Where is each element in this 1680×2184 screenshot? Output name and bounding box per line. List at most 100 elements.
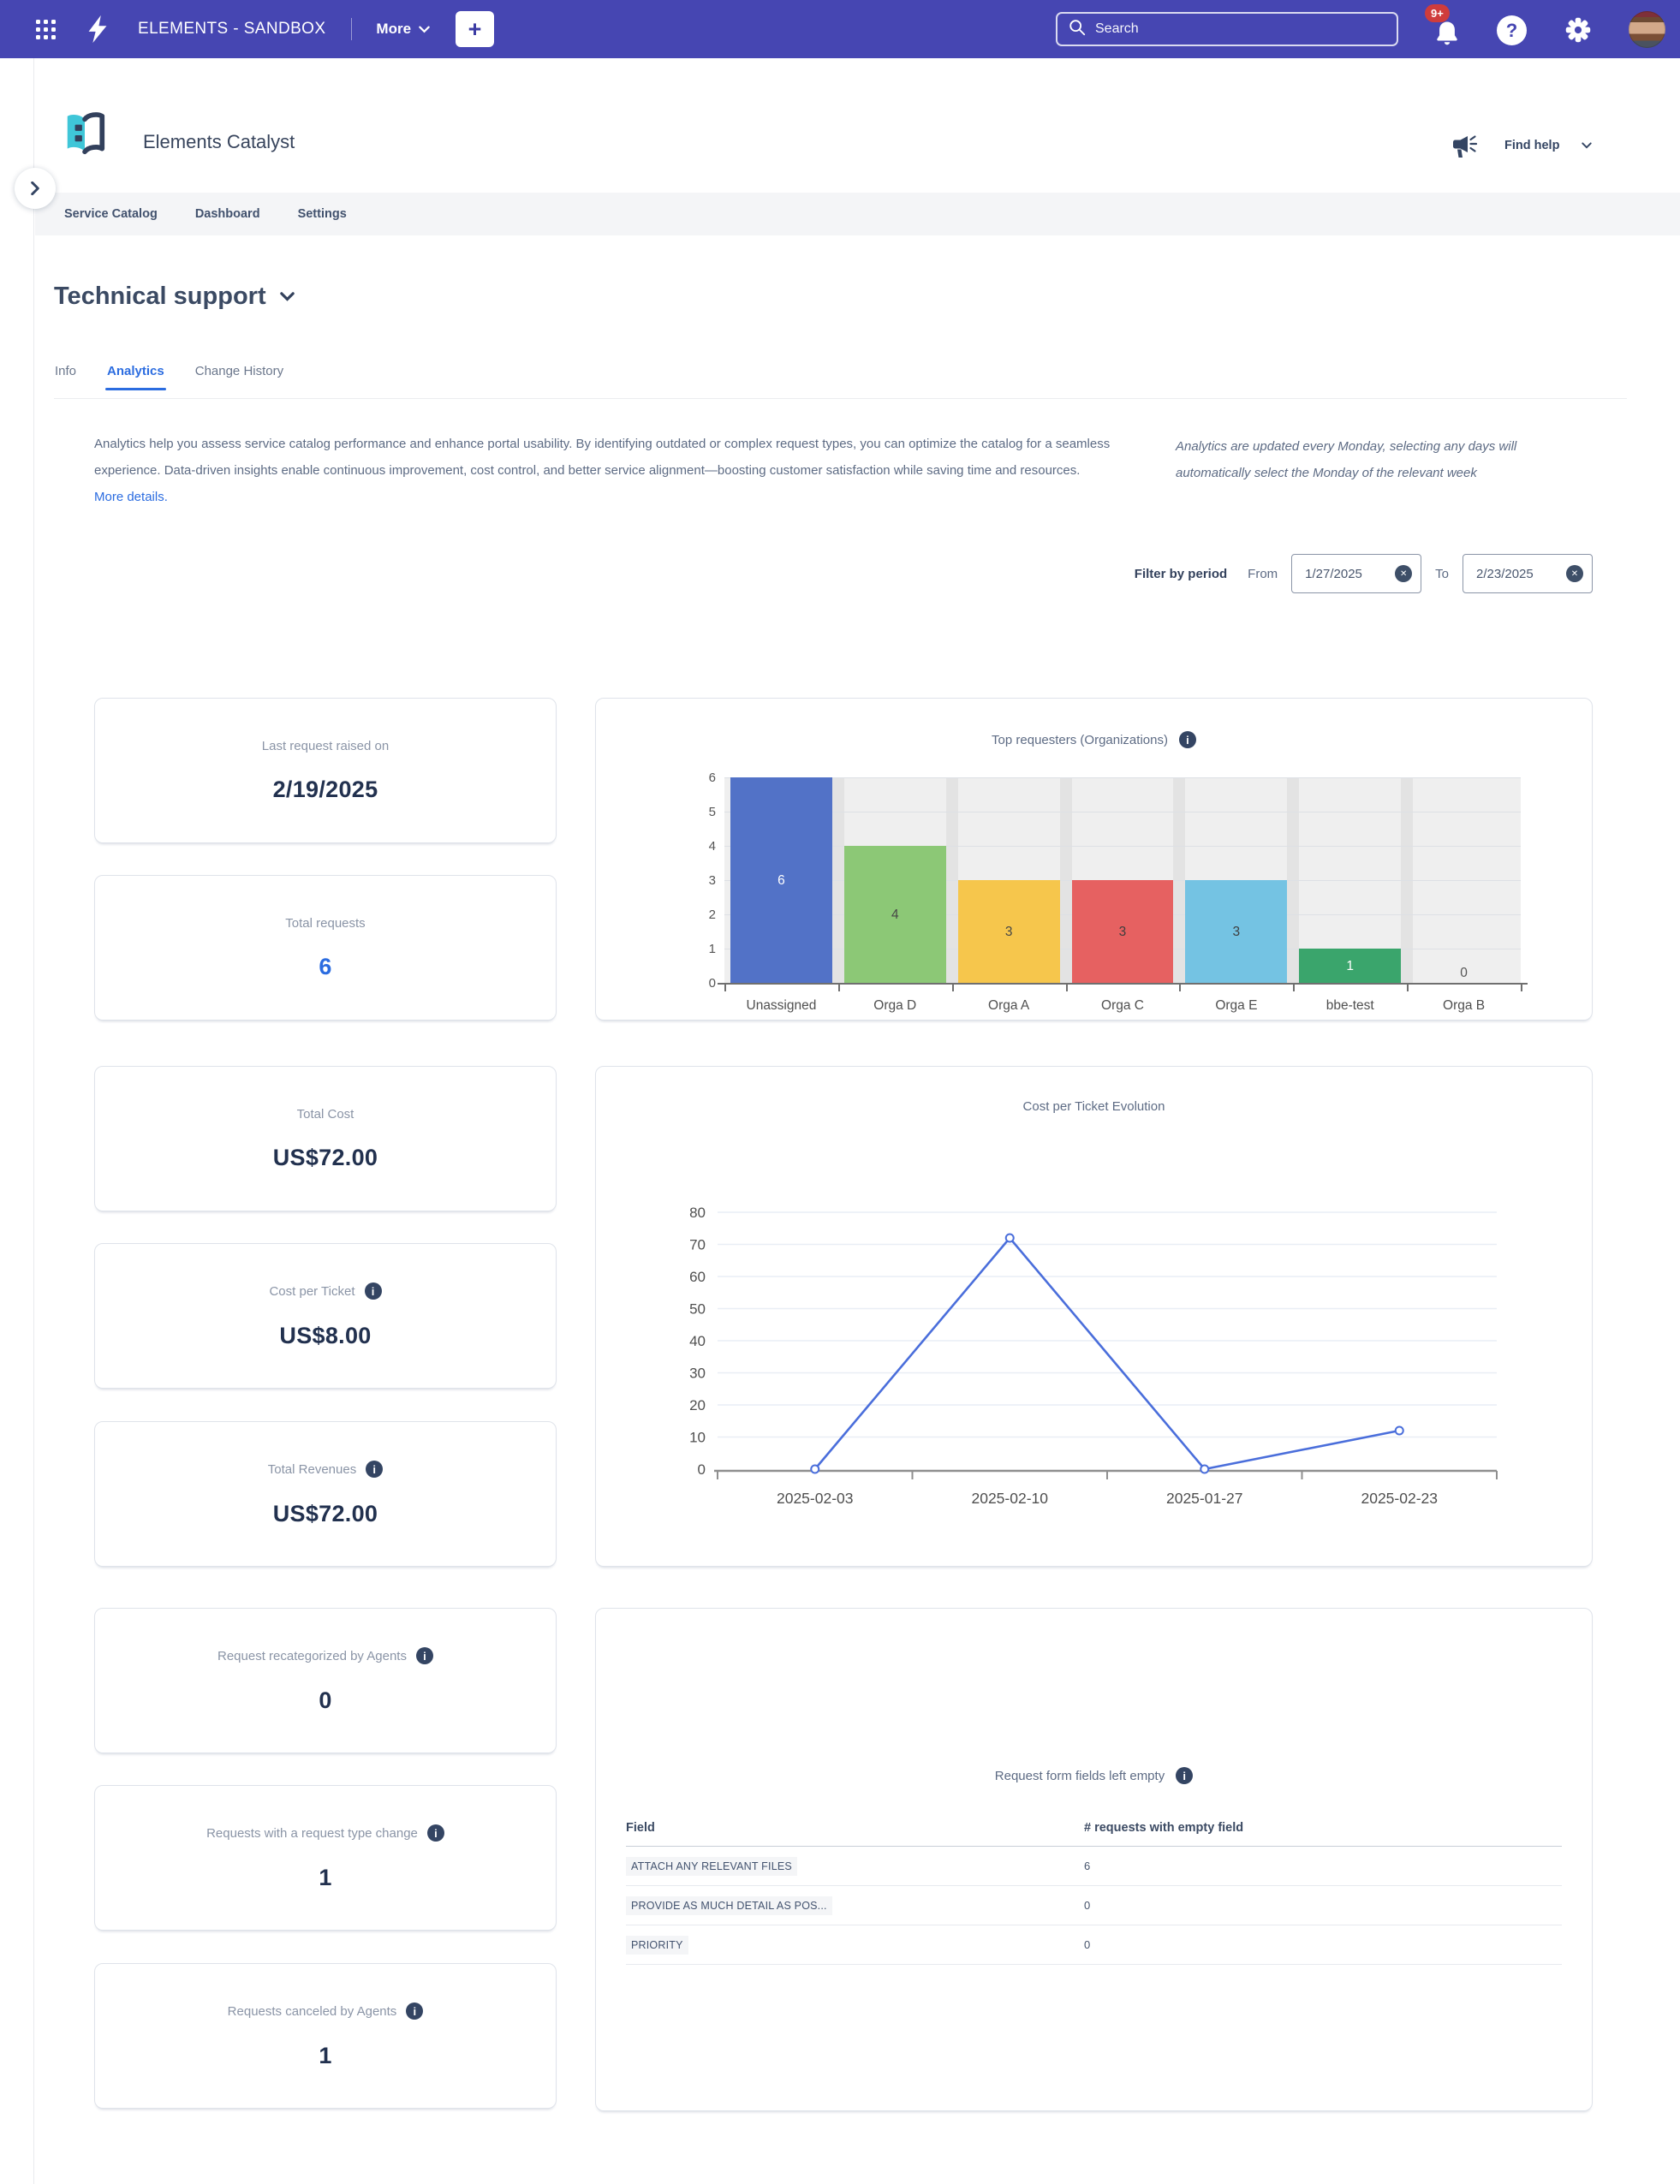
- nav-item-dashboard[interactable]: Dashboard: [194, 207, 260, 221]
- info-icon[interactable]: i: [366, 1461, 384, 1478]
- kpi-label: Requests with a request type change i: [206, 1824, 444, 1842]
- bar-chart-plot: 6 4 3 3 3 1 0: [724, 777, 1521, 983]
- column-header-count: # requests with empty field: [1084, 1821, 1244, 1835]
- tab-change-history[interactable]: Change History: [194, 364, 284, 378]
- nav-item-service-catalog[interactable]: Service Catalog: [64, 207, 158, 221]
- x-tick-label: Orga C: [1101, 998, 1144, 1013]
- kpi-value: US$72.00: [272, 1144, 378, 1170]
- tabs-divider: [54, 398, 1627, 399]
- empty-fields-table: Field # requests with empty field ATTACH…: [626, 1821, 1562, 1965]
- more-menu[interactable]: More: [376, 21, 430, 38]
- find-help-dropdown[interactable]: Find help: [1504, 139, 1593, 152]
- line-chart: 0 10 20 30 40 50 60 70 80 2025-02-03 2025-02-10 202…: [689, 1205, 1498, 1507]
- info-icon[interactable]: i: [1176, 1767, 1194, 1784]
- empty-field-count: 6: [1084, 1860, 1091, 1872]
- y-tick-label: 5: [708, 805, 716, 819]
- bar-bbe-test: [1299, 949, 1402, 983]
- to-label: To: [1435, 566, 1449, 581]
- product-title: Elements Catalyst: [143, 131, 295, 152]
- page-title-dropdown[interactable]: Technical support: [54, 283, 295, 311]
- table-row: ATTACH ANY RELEVANT FILES 6: [626, 1847, 1562, 1886]
- info-icon[interactable]: i: [426, 1824, 444, 1842]
- x-tick-label: Orga E: [1215, 998, 1258, 1013]
- chevron-down-icon: [279, 292, 295, 301]
- chevron-down-icon: [1582, 142, 1593, 149]
- svg-text:0: 0: [698, 1461, 706, 1478]
- svg-text:40: 40: [689, 1333, 706, 1349]
- bar-value-label: 0: [1460, 966, 1468, 980]
- bar-value-label: 6: [777, 873, 785, 888]
- kpi-value: US$8.00: [279, 1323, 372, 1348]
- field-name: PROVIDE AS MUCH DETAIL AS POS...: [626, 1896, 832, 1915]
- tab-analytics[interactable]: Analytics: [105, 364, 166, 390]
- table-row: PRIORITY 0: [626, 1925, 1562, 1965]
- product-header: Elements Catalyst Find help: [35, 58, 1680, 193]
- svg-text:20: 20: [689, 1397, 706, 1413]
- page-title: Technical support: [54, 283, 266, 310]
- svg-text:50: 50: [689, 1301, 706, 1318]
- gridline: [724, 846, 1521, 848]
- svg-text:30: 30: [689, 1366, 706, 1382]
- kpi-label: Requests canceled by Agents i: [228, 2002, 424, 2020]
- info-icon[interactable]: i: [364, 1282, 382, 1300]
- more-details-link[interactable]: More details.: [94, 490, 168, 504]
- notification-badge: 9+: [1425, 4, 1450, 22]
- info-icon[interactable]: i: [415, 1647, 433, 1664]
- kpi-value: 1: [319, 1865, 332, 1890]
- chart-title: Top requesters (Organizations) i: [596, 731, 1592, 748]
- kpi-label: Request recategorized by Agents i: [217, 1647, 433, 1664]
- x-tick-label: Orga D: [873, 998, 917, 1013]
- from-date-input[interactable]: 1/27/2025 ✕: [1291, 554, 1422, 593]
- elements-catalyst-logo: [63, 111, 106, 162]
- expand-sidebar-button[interactable]: [15, 168, 56, 209]
- settings-gear-icon[interactable]: [1562, 14, 1594, 51]
- bar-Orga C: [1071, 880, 1174, 983]
- table-header: Field # requests with empty field: [626, 1821, 1562, 1847]
- empty-fields-panel: Request form fields left empty i Field #…: [595, 1608, 1593, 2111]
- main-content: Technical support Info Analytics Change …: [35, 235, 1680, 2184]
- column-header-field: Field: [626, 1821, 655, 1835]
- search-box[interactable]: [1056, 12, 1398, 46]
- y-tick-label: 0: [708, 976, 716, 991]
- chevron-down-icon: [419, 26, 430, 33]
- megaphone-icon[interactable]: [1450, 134, 1480, 165]
- bar-Unassigned: [730, 777, 832, 983]
- svg-text:2025-02-03: 2025-02-03: [777, 1490, 854, 1507]
- bar-Orga D: [843, 846, 946, 983]
- update-note: Analytics are updated every Monday, sele…: [1176, 439, 1517, 480]
- search-icon: [1068, 18, 1087, 41]
- y-tick-label: 3: [708, 873, 716, 888]
- clear-date-icon[interactable]: ✕: [1566, 565, 1583, 582]
- nav-item-settings[interactable]: Settings: [297, 207, 347, 221]
- kpi-label: Last request raised on: [261, 738, 390, 753]
- kpi-card-last-request: Last request raised on 2/19/2025: [94, 698, 557, 843]
- to-date-input[interactable]: 2/23/2025 ✕: [1463, 554, 1593, 593]
- kpi-value: 0: [319, 1687, 332, 1713]
- tab-info[interactable]: Info: [55, 364, 77, 378]
- table-row: PROVIDE AS MUCH DETAIL AS POS... 0: [626, 1886, 1562, 1925]
- bolt-logo-icon[interactable]: [81, 13, 114, 45]
- clear-date-icon[interactable]: ✕: [1395, 565, 1413, 582]
- app-switcher-icon[interactable]: [36, 19, 56, 39]
- user-avatar[interactable]: [1629, 11, 1665, 48]
- notifications-bell-icon[interactable]: [1432, 19, 1463, 52]
- table-title: Request form fields left empty i: [596, 1767, 1592, 1784]
- filter-by-period: Filter by period From 1/27/2025 ✕ To 2/2…: [1135, 554, 1593, 593]
- create-button[interactable]: +: [456, 11, 495, 47]
- bar-value-label: 1: [1346, 959, 1355, 973]
- help-icon[interactable]: ?: [1497, 15, 1527, 45]
- chart-title: Cost per Ticket Evolution: [1022, 1099, 1165, 1114]
- detail-tabs: Info Analytics Change History: [55, 364, 284, 390]
- info-icon[interactable]: i: [406, 2002, 424, 2020]
- svg-text:70: 70: [689, 1237, 706, 1253]
- bar-Orga E: [1185, 880, 1288, 983]
- description-text: Analytics help you assess service catalo…: [94, 437, 1111, 478]
- info-icon[interactable]: i: [1178, 731, 1196, 748]
- kpi-label: Total Cost: [296, 1106, 354, 1122]
- search-input[interactable]: [1095, 21, 1386, 37]
- kpi-value: US$72.00: [272, 1501, 378, 1526]
- kpi-card-type-change: Requests with a request type change i 1: [94, 1785, 557, 1931]
- empty-field-count: 0: [1084, 1938, 1091, 1951]
- from-date-value: 1/27/2025: [1305, 566, 1362, 581]
- x-tick-label: bbe-test: [1326, 998, 1374, 1013]
